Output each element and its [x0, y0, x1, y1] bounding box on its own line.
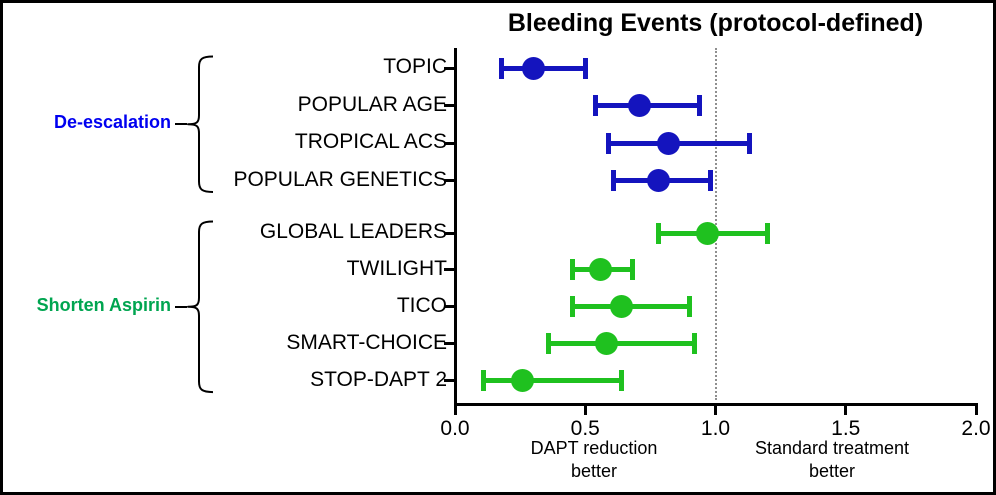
ci-bar [483, 378, 622, 384]
x-axis-tick-label: 1.0 [700, 417, 731, 440]
study-label: POPULAR GENETICS [233, 167, 447, 191]
point-estimate-marker [646, 169, 670, 192]
point-estimate-marker [657, 131, 681, 155]
x-axis-tick [583, 406, 587, 415]
x-axis-annotation-right: Standard treatment better [754, 438, 910, 482]
y-axis-row-tick [444, 179, 455, 182]
y-axis-row-tick [444, 141, 455, 145]
point-estimate-marker [589, 258, 613, 282]
study-label: TROPICAL ACS [294, 130, 447, 153]
point-estimate-marker [696, 221, 720, 245]
ci-cap-high [629, 259, 635, 281]
ci-cap-low [569, 296, 575, 318]
ci-cap-high [746, 132, 752, 154]
ci-cap-low [655, 222, 661, 244]
x-axis-annotation-left: DAPT reduction better [530, 438, 658, 482]
ci-cap-low [546, 333, 552, 355]
study-label: STOP-DAPT 2 [310, 367, 447, 391]
group-label: Shorten Aspirin [36, 294, 171, 315]
study-label: POPULAR AGE [297, 92, 447, 116]
point-estimate-marker [521, 56, 545, 80]
curly-brace [187, 55, 214, 193]
x-axis-tick-label: 0.5 [570, 417, 600, 440]
point-estimate-marker [594, 332, 618, 356]
study-label: TWILIGHT [346, 256, 447, 280]
point-estimate-marker [511, 369, 535, 393]
x-axis-tick [453, 406, 457, 415]
group-label: De-escalation [53, 112, 171, 133]
y-axis-line [453, 48, 457, 406]
ci-bar [548, 341, 695, 347]
y-axis-row-tick [444, 231, 455, 235]
y-axis-row-tick [444, 268, 455, 272]
group-connector-line [175, 305, 187, 308]
study-label: GLOBAL LEADERS [259, 220, 447, 243]
ci-cap-high [697, 95, 703, 116]
reference-line [714, 48, 717, 400]
y-axis-row-tick [444, 66, 455, 70]
x-axis-tick [974, 406, 978, 415]
x-axis-tick-label: 0.0 [440, 417, 470, 440]
ci-cap-low [611, 170, 617, 191]
ci-cap-low [569, 259, 575, 281]
chart-title: Bleeding Events (protocol-defined) [507, 9, 924, 37]
y-axis-row-tick [444, 379, 455, 383]
y-axis-row-tick [444, 342, 455, 346]
study-label: TOPIC [383, 55, 447, 78]
ci-cap-low [499, 57, 505, 79]
x-axis-line [453, 403, 978, 406]
x-axis-tick [714, 406, 717, 415]
ci-cap-low [481, 370, 487, 392]
point-estimate-marker [628, 94, 652, 117]
ci-cap-high [686, 296, 692, 318]
plot-area: Bleeding Events (protocol-defined) DAPT … [3, 3, 993, 492]
ci-cap-high [582, 57, 588, 79]
x-axis-tick-label: 1.5 [831, 417, 861, 440]
study-label: SMART-CHOICE [286, 330, 447, 354]
x-axis-tick-label: 2.0 [961, 417, 991, 440]
y-axis-row-tick [444, 305, 455, 309]
curly-brace [187, 220, 214, 394]
ci-cap-low [593, 95, 599, 116]
x-axis-tick [844, 406, 848, 415]
ci-cap-high [619, 370, 625, 392]
ci-cap-low [606, 132, 612, 154]
ci-cap-high [692, 333, 698, 355]
group-connector-line [175, 123, 187, 126]
ci-cap-high [707, 170, 713, 191]
y-axis-row-tick [444, 104, 455, 107]
point-estimate-marker [610, 295, 634, 319]
ci-cap-high [765, 222, 771, 244]
study-label: TICO [396, 293, 447, 317]
